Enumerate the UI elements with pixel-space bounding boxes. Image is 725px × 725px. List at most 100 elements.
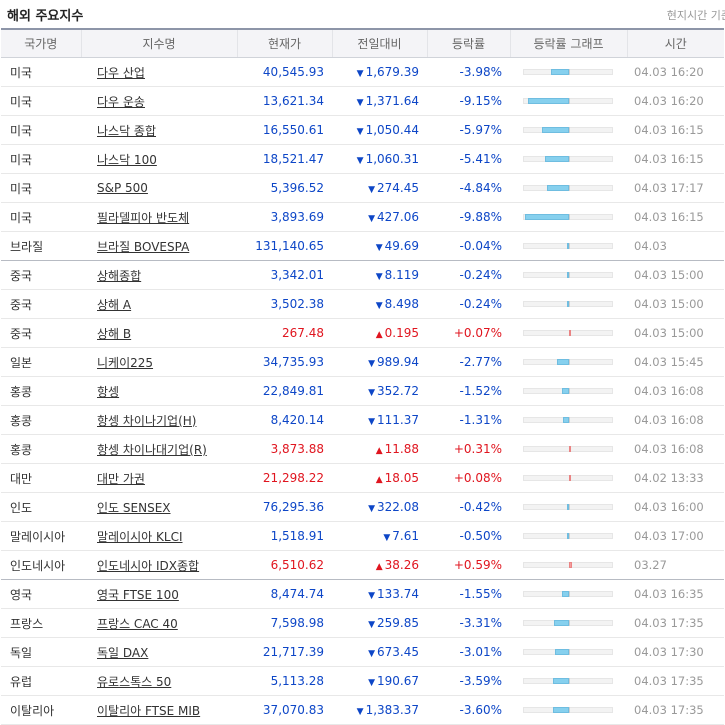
index-name-link[interactable]: S&P 500 — [97, 181, 148, 195]
index-name-link[interactable]: 말레이시아 KLCI — [97, 529, 183, 544]
current-price: 21,298.22 — [237, 463, 332, 493]
change-value: 11.88 — [384, 442, 419, 456]
change-rate: -1.31% — [427, 405, 510, 435]
quote-time: 04.03 16:15 — [627, 144, 724, 174]
change-value: 18.05 — [384, 471, 419, 485]
triangle-down-icon: ▼ — [368, 185, 375, 195]
country-name: 독일 — [1, 637, 81, 667]
change-cell: ▼ 8.119 — [332, 260, 427, 290]
graph-center-line — [569, 591, 570, 597]
rate-graph — [523, 446, 613, 452]
index-name-link[interactable]: 항셍 차이나기업(H) — [97, 413, 197, 428]
country-name: 중국 — [1, 289, 81, 319]
change-rate: -5.97% — [427, 115, 510, 145]
triangle-down-icon: ▼ — [356, 707, 364, 717]
index-name-cell: 항셍 차이나대기업(R) — [81, 434, 237, 464]
country-name: 미국 — [1, 86, 81, 116]
col-header-rate: 등락률 — [426, 29, 510, 58]
country-name: 일본 — [1, 347, 81, 377]
rate-graph — [523, 562, 613, 568]
change-value: 989.94 — [377, 355, 419, 369]
triangle-down-icon: ▼ — [368, 417, 375, 427]
triangle-up-icon: ▲ — [375, 475, 383, 485]
country-name: 브라질 — [1, 231, 81, 261]
index-name-link[interactable]: 상해 B — [97, 326, 132, 341]
index-name-link[interactable]: 독일 DAX — [97, 645, 149, 660]
rate-graph-cell — [510, 666, 627, 696]
rate-graph-cell — [510, 695, 627, 725]
index-name-link[interactable]: 대만 가권 — [97, 471, 145, 486]
country-name: 미국 — [1, 173, 81, 203]
index-name-cell: S&P 500 — [81, 173, 237, 203]
index-name-link[interactable]: 다우 산업 — [97, 65, 145, 80]
rate-graph — [523, 678, 613, 684]
change-value: 0.195 — [384, 326, 419, 340]
triangle-down-icon: ▼ — [383, 533, 391, 543]
index-name-link[interactable]: 다우 운송 — [97, 94, 145, 109]
index-name-link[interactable]: 이탈리아 FTSE MIB — [97, 703, 201, 718]
country-name: 미국 — [1, 57, 81, 87]
change-cell: ▼ 673.45 — [332, 637, 427, 667]
graph-center-line — [569, 678, 570, 684]
index-name-link[interactable]: 유로스톡스 50 — [97, 674, 172, 689]
triangle-up-icon: ▲ — [375, 330, 383, 340]
graph-center-line — [569, 707, 570, 713]
rate-bar — [569, 562, 572, 568]
graph-center-line — [569, 272, 570, 278]
current-price: 21,717.39 — [237, 637, 332, 667]
triangle-down-icon: ▼ — [368, 620, 375, 630]
change-value: 1,383.37 — [365, 703, 419, 717]
index-name-link[interactable]: 필라델피아 반도체 — [97, 210, 190, 225]
quote-time: 04.03 16:20 — [627, 86, 724, 116]
current-price: 40,545.93 — [237, 57, 332, 87]
country-name: 중국 — [1, 260, 81, 290]
rate-graph-cell — [510, 289, 627, 319]
col-header-country: 국가명 — [1, 29, 81, 58]
rate-bar — [525, 214, 569, 220]
country-name: 홍콩 — [1, 405, 81, 435]
index-name-link[interactable]: 인도 SENSEX — [97, 500, 171, 515]
rate-graph-cell — [510, 318, 627, 348]
rate-bar — [563, 417, 569, 423]
col-header-change: 전일대비 — [331, 29, 427, 58]
current-price: 131,140.65 — [237, 231, 332, 261]
rate-graph — [523, 504, 613, 510]
index-name-link[interactable]: 니케이225 — [97, 355, 154, 370]
rate-bar — [547, 185, 569, 191]
index-name-cell: 이탈리아 FTSE MIB — [81, 695, 237, 725]
triangle-down-icon: ▼ — [368, 359, 375, 369]
rate-bar — [557, 359, 569, 365]
index-name-link[interactable]: 브라질 BOVESPA — [97, 239, 190, 254]
index-name-link[interactable]: 항셍 차이나대기업(R) — [97, 442, 207, 457]
change-rate: +0.31% — [427, 434, 510, 464]
index-name-link[interactable]: 상해 A — [97, 297, 132, 312]
change-rate: +0.07% — [427, 318, 510, 348]
rate-graph-cell — [510, 86, 627, 116]
index-name-link[interactable]: 항셍 — [97, 384, 120, 399]
current-price: 13,621.34 — [237, 86, 332, 116]
index-name-link[interactable]: 프랑스 CAC 40 — [97, 616, 178, 631]
quote-time: 04.03 16:15 — [627, 202, 724, 232]
rate-graph-cell — [510, 231, 627, 261]
table-row: 일본 니케이225 34,735.93 ▼ 989.94 -2.77% 04.03 15:4… — [1, 347, 724, 377]
triangle-down-icon: ▼ — [368, 591, 375, 601]
graph-center-line — [569, 504, 570, 510]
change-cell: ▼ 1,383.37 — [332, 695, 427, 725]
current-price: 3,893.69 — [237, 202, 332, 232]
index-name-link[interactable]: 나스닥 종합 — [97, 123, 157, 138]
index-name-cell: 나스닥 100 — [81, 144, 237, 174]
index-name-link[interactable]: 영국 FTSE 100 — [97, 587, 179, 602]
rate-bar — [542, 127, 569, 133]
rate-bar — [528, 98, 569, 104]
index-name-link[interactable]: 상해종합 — [97, 268, 142, 283]
index-name-link[interactable]: 나스닥 100 — [97, 152, 157, 167]
graph-center-line — [569, 533, 570, 539]
current-price: 7,598.98 — [237, 608, 332, 638]
current-price: 5,396.52 — [237, 173, 332, 203]
rate-graph-cell — [510, 376, 627, 406]
rate-graph-cell — [510, 144, 627, 174]
index-name-link[interactable]: 인도네시아 IDX종합 — [97, 558, 200, 573]
country-name: 말레이시아 — [1, 521, 81, 551]
triangle-down-icon: ▼ — [375, 243, 383, 253]
index-name-cell: 유로스톡스 50 — [81, 666, 237, 696]
